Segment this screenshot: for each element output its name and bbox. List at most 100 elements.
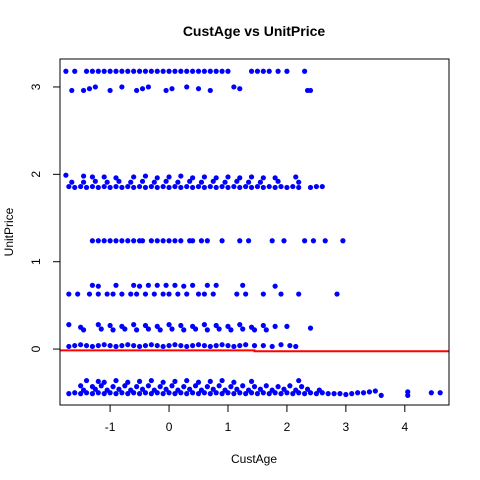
y-tick-label: 1 [29,258,43,265]
data-point [154,238,160,244]
data-point [272,323,278,329]
data-point [169,86,175,92]
data-point [113,68,119,74]
data-point [243,291,249,297]
data-point [148,68,154,74]
data-point [237,390,243,396]
data-point [219,238,225,244]
data-point [225,390,231,396]
data-point [166,291,172,297]
data-point [260,390,266,396]
data-point [272,283,278,289]
data-point [307,390,314,396]
data-point [166,342,172,349]
data-point [142,390,149,396]
data-point [296,390,302,396]
data-point [340,238,346,244]
data-point [163,178,169,184]
data-point [231,183,237,190]
data-point [190,282,196,288]
data-point [378,392,384,398]
data-point [290,183,296,190]
data-point [284,68,290,74]
data-point [228,384,234,390]
data-point [125,379,131,385]
data-point [78,383,84,389]
data-point [119,238,125,244]
data-point [92,386,98,392]
data-point [72,342,78,349]
data-point [80,87,87,94]
data-point [116,386,122,392]
data-point [95,184,101,191]
data-point [80,173,87,179]
data-point [75,291,81,297]
data-point [131,282,137,288]
data-point [201,291,207,297]
data-point [134,87,140,94]
data-point [302,391,308,397]
data-point [219,183,225,190]
data-point [222,179,228,185]
data-point [302,68,308,74]
x-tick-label: 0 [166,420,173,434]
data-point [343,391,349,398]
data-point [263,383,269,389]
data-point [145,326,152,332]
data-point [213,282,219,288]
data-point [240,326,246,332]
data-point [101,391,107,397]
data-point [334,291,340,297]
data-point [169,326,175,332]
data-point [95,322,101,328]
data-point [172,68,178,74]
data-point [95,390,101,396]
data-point [160,379,166,385]
data-point [125,68,131,74]
data-point [296,377,302,384]
data-point [195,68,202,74]
data-point [154,175,160,181]
data-point [240,383,246,389]
data-point [257,179,263,185]
data-point [95,283,101,289]
data-point [248,390,255,396]
data-point [172,183,178,190]
data-point [83,68,90,74]
data-point [254,391,261,397]
data-point [313,391,319,397]
data-point [248,174,255,180]
data-point [104,291,110,297]
data-point [154,323,160,329]
data-point [66,322,72,328]
data-point [260,175,266,181]
data-point [190,175,196,181]
data-point [237,184,243,191]
data-point [145,383,152,389]
x-tick-label: 4 [401,420,408,434]
data-point [204,327,210,333]
data-point [95,342,101,349]
data-point [260,291,266,297]
data-point [78,342,84,348]
data-point [304,386,311,392]
data-point [251,327,258,333]
data-point [237,238,243,244]
data-point [89,238,96,244]
data-point [278,342,284,348]
data-point [89,183,96,190]
data-point [89,343,96,350]
data-point [136,391,143,397]
x-tick-label: -1 [105,420,116,434]
data-point [213,322,219,329]
data-point [190,68,196,74]
data-point [322,238,328,244]
data-point [198,238,205,244]
data-point [166,238,172,244]
data-point [310,238,317,244]
data-point [69,179,75,185]
data-point [125,238,131,244]
x-tick-label: 3 [343,420,350,434]
data-point [98,326,104,332]
data-point [225,174,231,180]
